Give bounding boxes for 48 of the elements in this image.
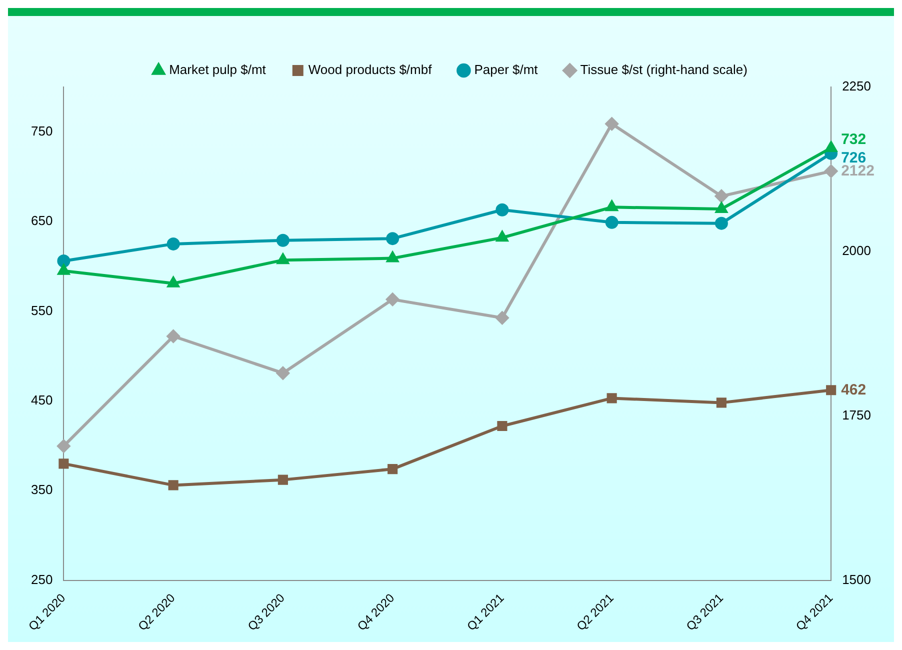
data-label: 2122 <box>841 162 874 180</box>
point <box>168 480 178 490</box>
point <box>166 330 180 343</box>
y-tick-label: 450 <box>30 392 53 408</box>
point <box>824 164 838 178</box>
legend-label: Wood products $/mbf <box>308 62 432 78</box>
point <box>716 202 728 213</box>
point <box>714 216 728 230</box>
data-label: 462 <box>841 381 866 398</box>
y-tick-label: 350 <box>30 482 53 498</box>
point <box>496 203 509 216</box>
point <box>276 366 290 380</box>
point <box>716 398 726 408</box>
point <box>714 190 728 203</box>
point <box>496 231 508 242</box>
legend-label: Market pulp $/mt <box>169 62 266 78</box>
point <box>386 252 398 262</box>
point <box>57 440 70 453</box>
point <box>388 464 398 474</box>
point <box>497 420 508 432</box>
point <box>605 117 618 130</box>
point <box>606 393 617 404</box>
y2-tick-label: 2000 <box>842 243 871 258</box>
legend-label: Tissue $/st (right-hand scale) <box>580 62 748 78</box>
point <box>58 264 70 275</box>
y-tick-label: 650 <box>30 213 53 228</box>
point <box>606 200 618 212</box>
point <box>57 254 70 268</box>
point <box>277 254 289 264</box>
legend-label: Paper $/mt <box>474 62 538 78</box>
y-tick-label: 250 <box>30 572 53 587</box>
point <box>58 458 69 469</box>
y2-tick-label: 1750 <box>842 407 871 422</box>
point <box>167 276 180 288</box>
y-tick-label: 750 <box>30 123 53 138</box>
point <box>166 237 180 250</box>
point <box>605 216 618 229</box>
point <box>386 232 400 246</box>
y2-tick-label: 1500 <box>842 572 871 587</box>
point <box>278 474 288 485</box>
point <box>825 141 837 152</box>
point <box>276 234 290 247</box>
y2-tick-label: 2250 <box>842 78 871 94</box>
point <box>386 292 400 306</box>
y-tick-label: 550 <box>30 302 53 318</box>
point <box>826 385 836 396</box>
data-label: 732 <box>841 131 866 148</box>
point <box>496 311 509 324</box>
